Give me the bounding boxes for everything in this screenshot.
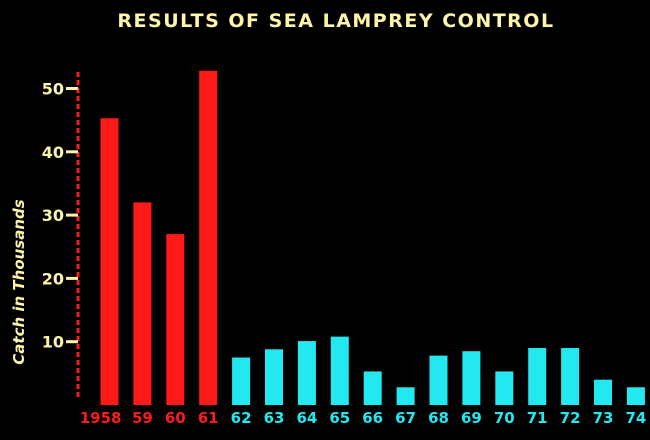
bar bbox=[199, 70, 218, 405]
x-tick-label: 73 bbox=[593, 409, 614, 427]
bar bbox=[429, 355, 448, 405]
x-tick-label: 60 bbox=[165, 409, 186, 427]
x-tick-label: 1958 bbox=[80, 409, 122, 427]
y-tick-label: 30 bbox=[42, 206, 64, 225]
bar bbox=[297, 341, 316, 405]
x-tick-label: 66 bbox=[362, 409, 383, 427]
x-tick-label: 62 bbox=[231, 409, 252, 427]
bar bbox=[528, 348, 547, 405]
bar bbox=[561, 348, 580, 405]
bar bbox=[495, 371, 514, 405]
x-tick-label: 67 bbox=[395, 409, 416, 427]
x-tick-label: 59 bbox=[132, 409, 153, 427]
y-tick-label: 40 bbox=[42, 143, 64, 162]
bar bbox=[396, 387, 415, 405]
x-tick-label: 63 bbox=[264, 409, 285, 427]
bar bbox=[100, 118, 119, 405]
y-tick-label: 10 bbox=[42, 333, 64, 352]
x-tick-label: 64 bbox=[296, 409, 317, 427]
bar bbox=[133, 202, 152, 405]
x-tick-label: 70 bbox=[494, 409, 515, 427]
x-tick-label: 69 bbox=[461, 409, 482, 427]
bar bbox=[166, 234, 185, 405]
y-ticks: 10 20 30 40 50 bbox=[42, 80, 78, 352]
bar bbox=[330, 336, 349, 405]
bar bbox=[626, 387, 645, 405]
x-tick-label: 65 bbox=[329, 409, 350, 427]
y-tick-label: 20 bbox=[42, 269, 64, 288]
chart-title: RESULTS OF SEA LAMPREY CONTROL bbox=[117, 10, 554, 32]
x-tick-label: 74 bbox=[625, 409, 646, 427]
bars bbox=[100, 70, 645, 405]
x-tick-label: 72 bbox=[560, 409, 581, 427]
x-tick-label: 71 bbox=[527, 409, 548, 427]
y-axis-label: Catch in Thousands bbox=[10, 199, 28, 364]
bar bbox=[462, 351, 481, 405]
bar bbox=[594, 379, 612, 405]
x-tick-label: 61 bbox=[198, 409, 219, 427]
bar bbox=[232, 357, 251, 405]
y-tick-label: 50 bbox=[42, 80, 64, 99]
bar bbox=[265, 349, 283, 405]
bar bbox=[363, 371, 382, 405]
x-ticks: 1958 59 60 61 62 63 64 65 66 67 68 69 70 71 72 73 74 bbox=[80, 409, 647, 427]
x-tick-label: 68 bbox=[428, 409, 449, 427]
